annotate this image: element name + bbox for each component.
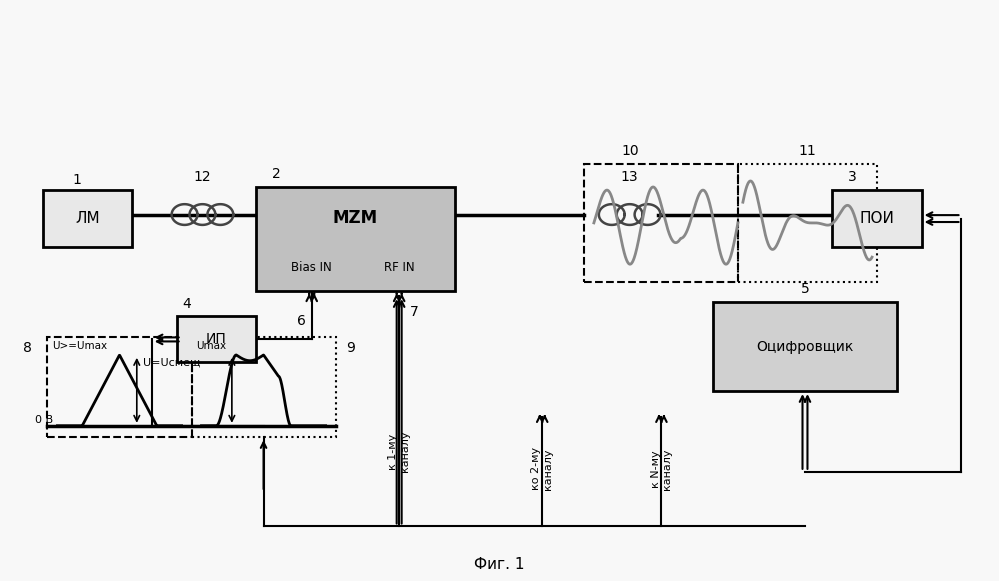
Text: ко 2-му
каналу: ко 2-му каналу (531, 447, 553, 490)
Text: 7: 7 (410, 306, 419, 320)
Bar (832, 190, 922, 248)
Text: RF IN: RF IN (384, 261, 415, 274)
Text: 12: 12 (194, 170, 211, 184)
Text: Фиг. 1: Фиг. 1 (475, 557, 524, 572)
Text: 0 В: 0 В (35, 415, 53, 425)
Text: 5: 5 (800, 282, 809, 296)
Bar (738, 164, 877, 282)
Text: 8: 8 (23, 340, 32, 354)
Bar (48, 336, 192, 437)
Bar (192, 336, 336, 437)
Text: к 1-му
каналу: к 1-му каналу (389, 431, 410, 472)
Text: U=Uсмещ: U=Uсмещ (143, 357, 201, 367)
Text: Оцифровщик: Оцифровщик (756, 340, 854, 354)
Bar (43, 190, 132, 248)
Text: ПОИ: ПОИ (859, 211, 894, 226)
Bar (256, 187, 455, 290)
Text: Bias IN: Bias IN (292, 261, 332, 274)
Text: ЛМ: ЛМ (75, 211, 100, 226)
Text: U>=Umax: U>=Umax (53, 341, 108, 351)
Text: 3: 3 (848, 170, 856, 184)
Text: ИП: ИП (206, 332, 227, 346)
Text: к N-му
каналу: к N-му каналу (650, 448, 672, 490)
Text: 13: 13 (620, 170, 638, 184)
Text: Umax: Umax (197, 341, 227, 351)
Text: 9: 9 (346, 340, 355, 354)
Text: 10: 10 (621, 144, 639, 158)
Text: 6: 6 (298, 314, 307, 328)
Text: 2: 2 (272, 167, 281, 181)
Text: 4: 4 (182, 297, 191, 311)
Text: 11: 11 (798, 144, 816, 158)
Bar (713, 302, 897, 391)
Text: MZM: MZM (333, 209, 378, 227)
Bar (177, 317, 256, 363)
Bar (584, 164, 738, 282)
Text: 1: 1 (73, 173, 82, 187)
